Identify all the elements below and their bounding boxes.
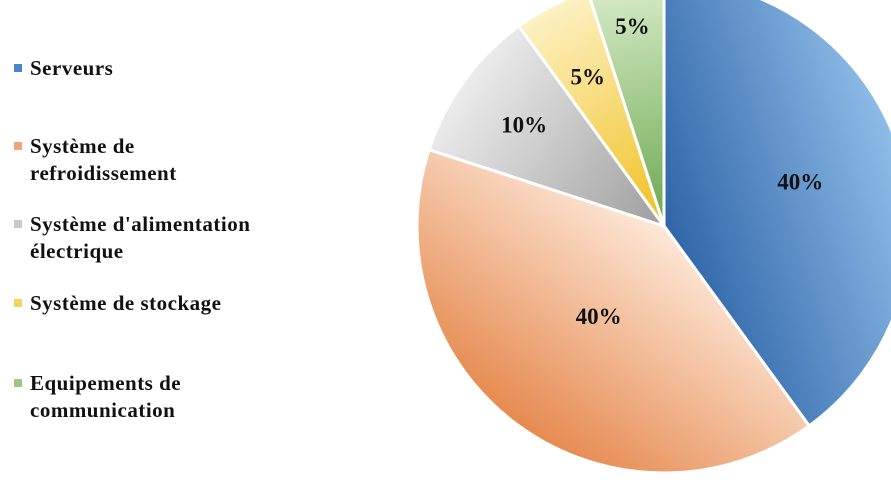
legend-swatch [14, 142, 22, 150]
legend-item-communication: Equipements de communication [14, 370, 334, 424]
legend-item-serveurs: Serveurs [14, 55, 334, 82]
pie-slice-3 [427, 24, 668, 229]
legend-item-refroidissement: Système de refroidissement [14, 133, 334, 187]
pie-slice-2 [415, 147, 812, 475]
legend-swatch [14, 220, 22, 228]
slice-label-5: 5% [615, 14, 650, 39]
legend-label: Système de stockage [30, 291, 222, 315]
pie-slice-4 [516, 0, 666, 227]
legend-swatch [14, 299, 22, 307]
legend-swatch [14, 379, 22, 387]
slice-label-1: 40% [777, 170, 823, 195]
legend-item-alimentation: Système d'alimentation électrique [14, 211, 334, 265]
chart-legend: Serveurs Système de refroidissement Syst… [0, 0, 330, 487]
legend-label: Serveurs [30, 56, 114, 80]
pie-slice-5 [588, 0, 666, 227]
legend-label: Equipements de communication [30, 371, 182, 422]
legend-label: Système de refroidissement [30, 134, 177, 185]
slice-label-3: 10% [501, 112, 547, 137]
slice-label-2: 40% [576, 304, 622, 329]
legend-label: Système d'alimentation électrique [30, 212, 251, 263]
slice-label-4: 5% [570, 64, 605, 89]
pie-slice-1 [662, 0, 891, 428]
legend-item-stockage: Système de stockage [14, 290, 334, 317]
legend-swatch [14, 64, 22, 72]
